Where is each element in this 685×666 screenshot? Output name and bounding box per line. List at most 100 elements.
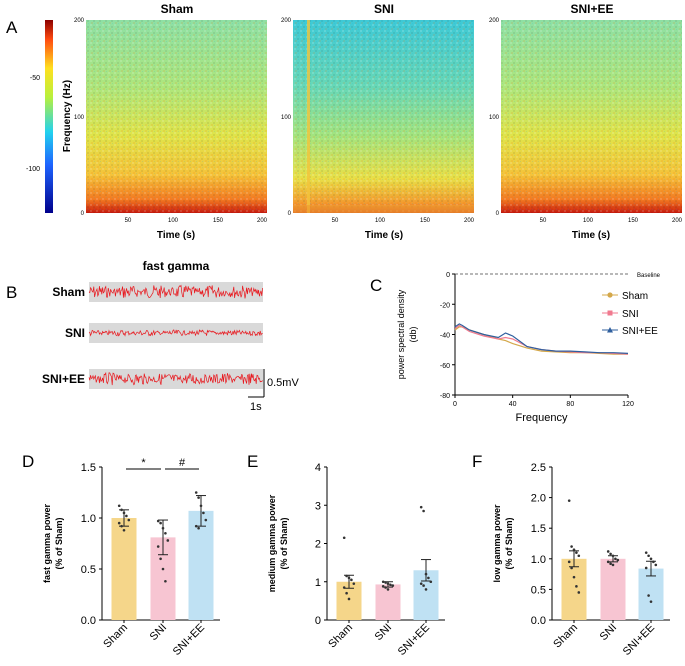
x-tick: 100: [168, 218, 179, 224]
x-tick: 200: [464, 218, 475, 224]
panel-e-bar-chart: 0 1 2 3 4 medium gamma power (% of Sham) Sham SN…: [267, 462, 445, 658]
spectrogram-low-band: [293, 205, 474, 213]
data-point: [649, 557, 653, 561]
significance-mark: *: [141, 457, 146, 469]
trace-label-snie: SNI+EE: [42, 372, 85, 386]
data-point: [609, 552, 612, 556]
y-axis-label-unit: (% of Sham): [54, 517, 64, 569]
x-tick-label: Sham: [101, 622, 130, 651]
x-tick: 50: [332, 218, 339, 224]
data-point: [654, 563, 658, 567]
data-point: [611, 554, 615, 558]
data-point: [120, 524, 123, 528]
bar-sniee: [188, 510, 214, 620]
colorbar-tick: -100: [26, 166, 40, 173]
y-tick-label: 1.5: [531, 523, 546, 535]
x-tick-label: 120: [622, 401, 634, 408]
legend-marker: [607, 310, 613, 316]
x-tick: 100: [375, 218, 386, 224]
bar-sni: [600, 558, 626, 620]
x-tick: 50: [540, 218, 547, 224]
scale-bar-voltage: 0.5mV: [267, 377, 299, 389]
data-point: [422, 584, 425, 587]
y-tick-label: -20: [440, 302, 450, 309]
x-axis-label: Time (s): [157, 230, 195, 241]
data-point: [616, 558, 620, 562]
data-point: [384, 581, 387, 584]
panel-label-a: A: [6, 18, 18, 37]
data-point: [199, 504, 203, 508]
data-point: [424, 588, 428, 591]
y-tick-label: -60: [440, 363, 450, 370]
panel-f-bar-chart: 0.0 0.5 1.0 1.5 2.0 2.5 low gamma power (% of S…: [492, 462, 670, 658]
y-axis-label: low gamma power: [492, 504, 502, 583]
data-point: [652, 560, 655, 564]
data-point: [204, 518, 208, 522]
x-tick-label: SNI+EE: [171, 622, 207, 658]
data-point: [611, 563, 615, 567]
y-axis-label: medium gamma power: [267, 494, 277, 592]
data-point: [159, 557, 162, 561]
data-point: [419, 582, 423, 585]
y-axis-label-unit: (% of Sham): [504, 517, 514, 569]
data-point: [577, 591, 581, 594]
data-point: [194, 524, 198, 528]
data-point: [350, 578, 353, 582]
y-tick-label: 1.0: [81, 513, 96, 525]
x-tick-label: SNI+EE: [621, 622, 657, 658]
data-point: [352, 582, 356, 585]
data-point: [161, 567, 165, 571]
x-tick-label: SNI: [598, 622, 619, 643]
data-point: [575, 551, 578, 554]
y-axis-label: power spectral density: [396, 289, 406, 379]
data-point: [156, 545, 160, 548]
x-tick: 200: [672, 218, 683, 224]
x-tick: 150: [213, 218, 224, 224]
data-point: [345, 591, 348, 595]
data-point: [125, 514, 128, 518]
y-tick: 100: [281, 115, 292, 121]
y-tick: 100: [489, 115, 500, 121]
data-point: [117, 504, 121, 508]
data-point: [386, 588, 390, 591]
spectrogram-artifact-band: [307, 20, 310, 213]
data-point: [391, 584, 395, 587]
y-axis-label-unit: (db): [408, 326, 418, 342]
trace-background: [89, 369, 263, 389]
y-tick-label: 0.0: [81, 615, 96, 627]
data-point: [381, 585, 385, 588]
data-point: [347, 597, 351, 601]
x-axis-label: Frequency: [516, 412, 568, 424]
y-tick-label: 2.0: [531, 493, 546, 505]
y-tick: 200: [74, 18, 85, 24]
x-tick: 100: [583, 218, 594, 224]
bar-sham: [561, 558, 587, 620]
data-point: [197, 496, 200, 499]
colorbar-tick: -50: [30, 75, 40, 82]
x-tick-label: 40: [509, 401, 517, 408]
trace-line-sni: [88, 329, 263, 337]
data-point: [381, 580, 385, 584]
data-point: [127, 518, 131, 522]
data-point: [575, 585, 578, 588]
panel-label-f: F: [472, 452, 483, 471]
bar-sniee: [638, 568, 664, 620]
spectrogram-title: SNI: [374, 2, 394, 16]
panel-label-c: C: [370, 276, 383, 295]
data-point: [570, 545, 573, 548]
data-point: [647, 554, 650, 558]
data-point: [197, 526, 200, 530]
legend-label: SNI+EE: [622, 326, 658, 337]
spectrogram-title: SNI+EE: [570, 2, 613, 16]
data-point: [422, 509, 425, 513]
data-point: [117, 521, 121, 525]
data-point: [570, 566, 573, 570]
x-axis-label: Time (s): [365, 230, 403, 241]
x-tick-label: Sham: [326, 622, 355, 651]
data-point: [122, 511, 126, 515]
data-point: [424, 572, 428, 576]
panel-label-e: E: [247, 452, 259, 471]
y-tick: 0: [288, 211, 292, 217]
data-point: [427, 576, 430, 580]
y-tick-label: 1.0: [531, 554, 546, 566]
